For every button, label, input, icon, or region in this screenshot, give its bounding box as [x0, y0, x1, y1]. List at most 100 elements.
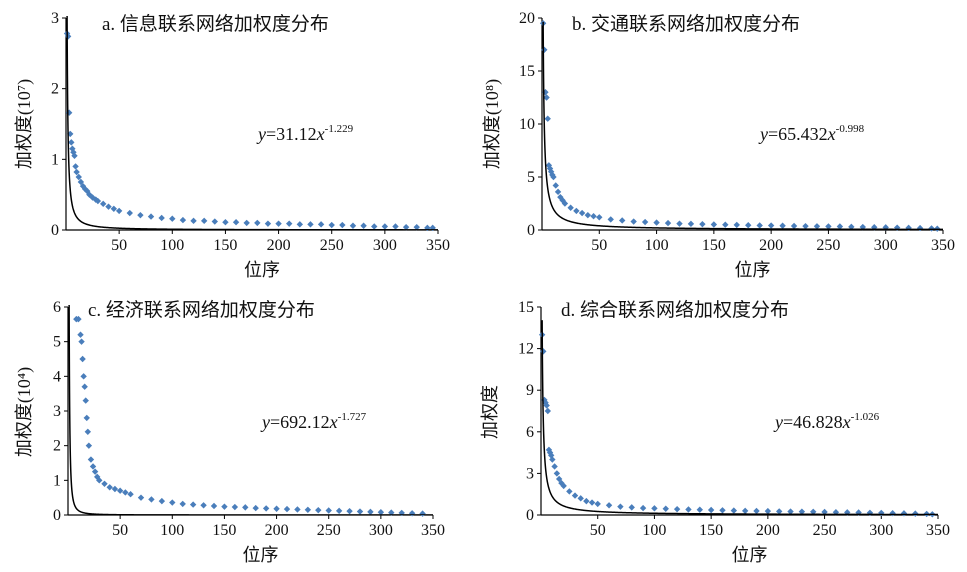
data-point: [707, 506, 715, 514]
data-point: [764, 507, 772, 515]
data-point: [722, 221, 729, 228]
data-point: [545, 446, 553, 454]
data-point: [68, 139, 75, 146]
data-point: [158, 497, 166, 505]
data-point: [630, 218, 637, 225]
y-axis-title: 加权度(10⁴): [14, 367, 35, 457]
data-point: [756, 222, 763, 229]
data-point: [590, 213, 597, 220]
fit-curve: [542, 21, 943, 230]
data-point: [859, 223, 866, 231]
y-tick-label: 3: [53, 403, 61, 420]
data-point: [232, 219, 240, 226]
data-point: [578, 209, 586, 217]
data-point: [402, 223, 410, 231]
data-point: [871, 224, 878, 231]
data-point: [189, 501, 197, 508]
fit-curve: [68, 305, 433, 515]
data-point: [779, 222, 786, 229]
data-point: [169, 499, 176, 506]
data-point: [64, 33, 72, 40]
data-point: [94, 473, 101, 481]
data-point: [408, 510, 416, 517]
data-point: [82, 397, 89, 404]
data-point: [307, 221, 314, 228]
data-point: [211, 218, 218, 225]
x-tick-label: 100: [645, 237, 669, 254]
data-point: [928, 225, 935, 232]
fit-curve: [66, 16, 438, 230]
panel-title: b. 交通联系网络加权度分布: [572, 13, 800, 35]
data-point: [836, 223, 844, 230]
data-point: [179, 500, 186, 508]
data-point: [802, 222, 809, 230]
y-tick-label: 6: [526, 424, 534, 441]
data-point: [315, 506, 322, 514]
x-tick-label: 250: [816, 237, 840, 254]
x-tick-label: 300: [373, 237, 397, 254]
data-point: [96, 477, 103, 484]
x-tick-label: 150: [212, 522, 236, 539]
data-point: [294, 506, 301, 513]
data-point: [607, 216, 614, 223]
data-point: [127, 491, 134, 498]
y-tick-label: 3: [526, 465, 534, 482]
panel-title: a. 信息联系网络加权度分布: [102, 13, 329, 35]
y-tick-label: 1: [51, 151, 59, 168]
x-tick-label: 100: [160, 522, 184, 539]
chart-panel-2: 50 100 150 200 250 300 350 0 5 10 15 20 位序 加权度(10⁸) b.…: [482, 10, 955, 280]
data-point: [547, 168, 555, 175]
data-point: [147, 213, 155, 220]
data-point: [699, 220, 706, 228]
data-point: [91, 468, 99, 475]
data-point: [137, 494, 145, 501]
data-point: [551, 463, 558, 470]
data-point: [398, 509, 405, 517]
x-tick-label: 250: [317, 522, 341, 539]
data-point: [554, 188, 562, 196]
x-tick-label: 250: [320, 237, 344, 254]
data-point: [685, 506, 692, 513]
data-point: [810, 508, 817, 516]
data-point: [84, 187, 91, 195]
data-point: [356, 508, 364, 515]
x-tick-label: 350: [931, 237, 955, 254]
data-point: [388, 509, 395, 516]
y-tick-label: 9: [526, 382, 534, 399]
data-point: [75, 173, 82, 181]
y-axis-title: 加权度: [480, 385, 500, 439]
data-point: [75, 315, 82, 323]
fit-equation: y=65.432x-0.998: [758, 123, 865, 144]
x-axis-title: 位序: [735, 260, 771, 280]
x-tick-label: 250: [813, 522, 837, 539]
data-point: [710, 221, 718, 228]
chart-panel-1: 50 100 150 200 250 300 350 0 1 2 3 位序 加权度(10⁷) a. 信息联…: [14, 10, 450, 280]
y-tick-label: 0: [526, 507, 534, 524]
fit-equation: y=46.828x-1.026: [773, 411, 880, 432]
x-tick-label: 200: [759, 237, 783, 254]
data-point: [72, 163, 79, 170]
data-point: [254, 219, 261, 227]
data-point: [242, 504, 249, 511]
data-point: [65, 109, 73, 116]
data-point: [878, 509, 885, 517]
y-tick-label: 0: [51, 222, 59, 239]
data-point: [617, 503, 624, 510]
chart-panel-4: 50 100 150 200 250 300 350 0 3 6 9 12 15 位序 加权度 d. 综合联系…: [480, 299, 950, 565]
data-point: [283, 505, 291, 513]
data-point: [273, 505, 280, 512]
data-point: [148, 496, 155, 503]
data-point: [594, 500, 601, 508]
data-point: [87, 456, 95, 463]
data-point: [619, 217, 626, 224]
panel-title: c. 经济联系网络加权度分布: [88, 299, 315, 321]
data-point: [158, 214, 165, 222]
x-tick-label: 100: [642, 522, 666, 539]
x-tick-label: 350: [926, 522, 950, 539]
data-point: [573, 207, 580, 215]
data-point: [79, 355, 86, 363]
data-point: [566, 488, 573, 495]
data-point: [100, 200, 107, 208]
data-point: [84, 428, 92, 435]
